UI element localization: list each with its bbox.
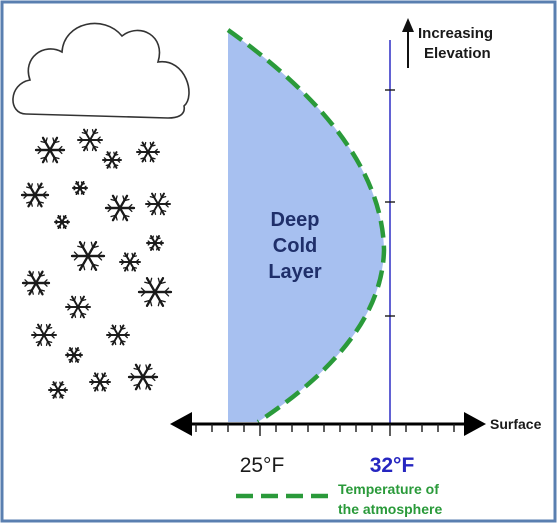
snowflake-icon (70, 241, 106, 271)
snowflake-icon (65, 347, 83, 363)
temperature-profile-line (226, 28, 387, 424)
snowflake-icon (146, 235, 164, 251)
legend-label-line1: Temperature of (338, 481, 439, 497)
snowflake-icon (77, 128, 103, 152)
snowflake-icon (54, 215, 70, 229)
snowflake-icon (106, 324, 130, 346)
surface-axis-right-arrow (464, 412, 486, 436)
snowflake-icon (65, 295, 91, 319)
layer-label-line2: Cold (273, 235, 317, 257)
snowflake-icon (104, 194, 136, 222)
legend-label-line2: the atmosphere (338, 501, 442, 517)
elevation-arrow-head (402, 18, 414, 32)
snowflake-icon (72, 181, 88, 195)
surface-axis-left-arrow (170, 412, 192, 436)
surface-label: Surface (490, 416, 542, 432)
snowflakes-group (20, 128, 173, 399)
tick-label-32f: 32°F (370, 454, 415, 477)
snowflake-icon (21, 270, 51, 296)
cloud-icon (12, 22, 190, 119)
snowflake-icon (145, 192, 171, 216)
tick-label-25f: 25°F (240, 454, 285, 477)
layer-label-line3: Layer (268, 261, 322, 283)
snowflake-icon (89, 372, 111, 392)
snowflake-icon (137, 277, 173, 307)
snowflake-icon (31, 323, 57, 347)
layer-label-line1: Deep (271, 209, 320, 231)
snowflake-icon (102, 151, 122, 169)
elevation-ticks (385, 89, 395, 317)
snowflake-icon (119, 252, 141, 272)
snowflake-icon (20, 182, 50, 208)
snowflake-icon (127, 363, 159, 391)
snowflake-icon (48, 381, 68, 399)
elevation-label-line2: Elevation (424, 45, 491, 62)
snowflake-icon (136, 141, 160, 163)
surface-axis-ticks (195, 424, 455, 436)
snowflake-icon (34, 136, 66, 164)
cold-layer-area (228, 30, 384, 422)
elevation-label-line1: Increasing (418, 25, 493, 42)
